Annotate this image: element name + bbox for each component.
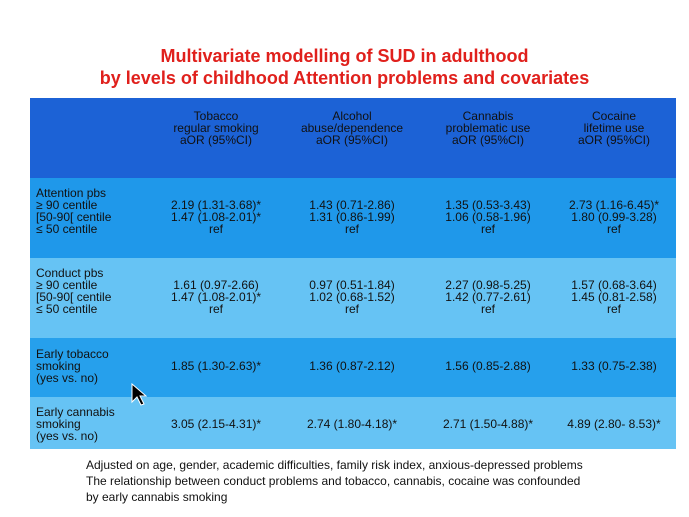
row-label: Conduct pbs — [36, 266, 104, 280]
row-label: smoking — [36, 417, 81, 431]
mouse-cursor — [131, 383, 147, 406]
table-cell: 1.61 (0.97-2.66) — [173, 278, 259, 292]
column-header: Cannabis — [462, 109, 514, 123]
footnote: Adjusted on age, gender, academic diffic… — [86, 458, 583, 472]
table-cell: ref — [480, 302, 495, 316]
table-cell: 3.05 (2.15-4.31)* — [170, 417, 262, 431]
table-cell: ref — [480, 222, 495, 236]
table-cell: ref — [606, 222, 621, 236]
table-cell: 0.97 (0.51-1.84) — [309, 278, 395, 292]
table-band — [30, 178, 676, 258]
table-cell: 1.36 (0.87-2.12) — [309, 359, 395, 373]
footnote: by early cannabis smoking — [86, 490, 228, 504]
row-label: (yes vs. no) — [36, 429, 99, 443]
table-cell: ref — [208, 222, 223, 236]
row-label: Early cannabis — [36, 405, 115, 419]
table-cell: 2.74 (1.80-4.18)* — [306, 417, 398, 431]
table-cell: ref — [606, 302, 621, 316]
table-cell: 2.19 (1.31-3.68)* — [170, 198, 262, 212]
table-cell: 1.06 (0.58-1.96) — [445, 210, 531, 224]
column-header: Alcohol — [332, 109, 372, 123]
row-label: [50-90[ centile — [36, 210, 112, 224]
column-header: abuse/dependence — [300, 121, 404, 135]
table-cell: 2.27 (0.98-5.25) — [445, 278, 531, 292]
table-cell: 2.73 (1.16-6.45)* — [568, 198, 660, 212]
table-cell: 1.33 (0.75-2.38) — [571, 359, 657, 373]
column-header: Tobacco — [193, 109, 239, 123]
row-label: Early tobacco — [36, 347, 109, 361]
table-cell: 1.47 (1.08-2.01)* — [170, 210, 262, 224]
table-cell: 1.57 (0.68-3.64) — [571, 278, 657, 292]
table-cell: 1.85 (1.30-2.63)* — [170, 359, 262, 373]
table-band — [30, 258, 676, 338]
table-cell: 2.71 (1.50-4.88)* — [442, 417, 534, 431]
column-header: lifetime use — [583, 121, 645, 135]
row-label: ≥ 90 centile — [36, 278, 98, 292]
column-header: problematic use — [445, 121, 531, 135]
row-label: ≥ 90 centile — [36, 198, 98, 212]
table-cell: 1.47 (1.08-2.01)* — [170, 290, 262, 304]
column-header: aOR (95%CI) — [577, 133, 651, 147]
table-cell: 1.80 (0.99-3.28) — [571, 210, 657, 224]
table-cell: 1.02 (0.68-1.52) — [309, 290, 395, 304]
row-label: Attention pbs — [36, 186, 107, 200]
row-label: [50-90[ centile — [36, 290, 112, 304]
row-label: smoking — [36, 359, 81, 373]
column-header: aOR (95%CI) — [315, 133, 389, 147]
table-band — [30, 397, 676, 449]
column-header: aOR (95%CI) — [451, 133, 525, 147]
table-cell: 1.31 (0.86-1.99) — [309, 210, 395, 224]
row-label: ≤ 50 centile — [36, 222, 98, 236]
table-band — [30, 98, 676, 178]
table-cell: 1.42 (0.77-2.61) — [445, 290, 531, 304]
slide-title: by levels of childhood Attention problem… — [99, 68, 590, 88]
table-cell: 1.45 (0.81-2.58) — [571, 290, 657, 304]
table-cell: 4.89 (2.80- 8.53)* — [567, 417, 661, 431]
row-label: (yes vs. no) — [36, 371, 99, 385]
table-band — [30, 338, 676, 397]
column-header: regular smoking — [173, 121, 259, 135]
footnote: The relationship between conduct problem… — [86, 474, 581, 488]
table-cell: 1.56 (0.85-2.88) — [445, 359, 531, 373]
table-cell: ref — [344, 222, 359, 236]
column-header: aOR (95%CI) — [179, 133, 253, 147]
slide-title: Multivariate modelling of SUD in adultho… — [160, 46, 529, 66]
table-cell: ref — [344, 302, 359, 316]
row-label: ≤ 50 centile — [36, 302, 98, 316]
table-cell: 1.43 (0.71-2.86) — [309, 198, 395, 212]
table-cell: 1.35 (0.53-3.43) — [445, 198, 531, 212]
table-cell: ref — [208, 302, 223, 316]
column-header: Cocaine — [591, 109, 637, 123]
